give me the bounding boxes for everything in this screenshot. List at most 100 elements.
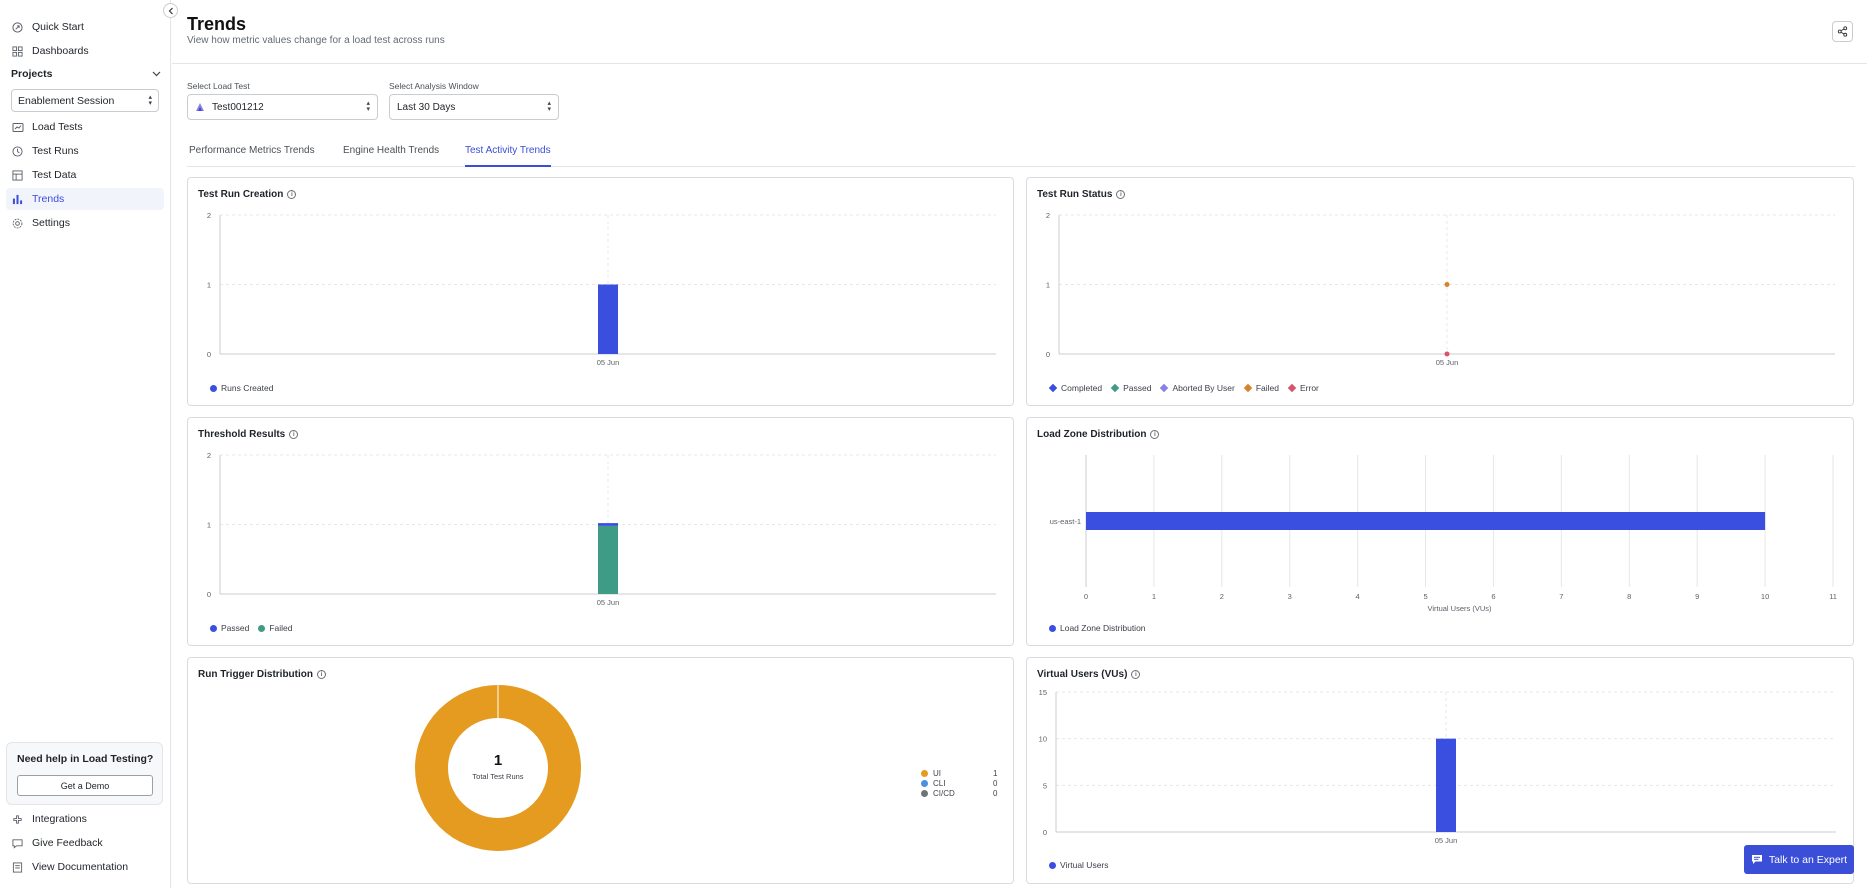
x-tick-label: 9 bbox=[1695, 592, 1699, 601]
rocket-icon bbox=[11, 21, 24, 34]
y-tick-label: 2 bbox=[207, 211, 211, 220]
y-tick-label: 2 bbox=[1046, 211, 1050, 220]
page-subtitle: View how metric values change for a load… bbox=[187, 35, 445, 46]
nav-label: View Documentation bbox=[32, 861, 129, 873]
analysis-window-value: Last 30 Days bbox=[397, 101, 456, 113]
nav-give-feedback[interactable]: Give Feedback bbox=[6, 832, 164, 854]
info-icon[interactable]: i bbox=[1131, 670, 1141, 679]
legend-marker bbox=[1110, 383, 1120, 393]
legend-marker bbox=[1049, 624, 1056, 632]
collapse-sidebar-button[interactable] bbox=[163, 3, 178, 18]
x-tick-label: 8 bbox=[1627, 592, 1631, 601]
info-icon[interactable]: i bbox=[1150, 430, 1160, 439]
x-tick-label: 05 Jun bbox=[597, 358, 620, 367]
load-test-value: Test001212 bbox=[212, 101, 264, 113]
legend-label: Load Zone Distribution bbox=[1060, 623, 1146, 633]
tab-engine-health[interactable]: Engine Health Trends bbox=[343, 145, 440, 156]
card-title: Test Run Creation i bbox=[198, 189, 297, 200]
legend-item-runs-created[interactable]: Runs Created bbox=[210, 383, 273, 393]
nav-label: Test Data bbox=[32, 169, 77, 181]
info-icon[interactable]: i bbox=[287, 190, 297, 199]
nav-quick-start[interactable]: Quick Start bbox=[6, 16, 164, 38]
nav-integrations[interactable]: Integrations bbox=[6, 808, 164, 830]
nav-test-runs[interactable]: Test Runs bbox=[6, 140, 164, 162]
legend-item-passed[interactable]: Passed bbox=[1110, 383, 1151, 393]
x-tick-label: 7 bbox=[1559, 592, 1563, 601]
share-button[interactable] bbox=[1832, 21, 1853, 42]
legend-item-aborted[interactable]: Aborted By User bbox=[1160, 383, 1235, 393]
page-title: Trends bbox=[187, 14, 247, 34]
header-divider bbox=[172, 63, 1867, 64]
y-tick-label: 2 bbox=[207, 451, 211, 460]
legend-item-ui[interactable]: UI 1 bbox=[921, 768, 1001, 778]
legend-item-failed[interactable]: Failed bbox=[258, 623, 293, 633]
talk-to-expert-label: Talk to an Expert bbox=[1768, 853, 1848, 866]
card-title: Virtual Users (VUs) i bbox=[1037, 669, 1141, 680]
virtual-users-card: Virtual Users (VUs) i 0 5 10 15 05 Jun Virtu… bbox=[1026, 657, 1854, 884]
tab-test-activity[interactable]: Test Activity Trends bbox=[465, 141, 551, 167]
legend-label: Runs Created bbox=[221, 383, 274, 393]
select-arrows-icon: ▴ ▾ bbox=[547, 100, 551, 113]
test-run-status-chart: 0 1 2 05 Jun bbox=[1046, 211, 1835, 367]
select-arrows-icon: ▴ ▾ bbox=[148, 93, 152, 107]
get-demo-button[interactable]: Get a Demo bbox=[17, 775, 153, 796]
y-tick-label: 5 bbox=[1043, 781, 1047, 790]
legend-item-virtual-users[interactable]: Virtual Users bbox=[1049, 860, 1109, 870]
nav-load-tests[interactable]: Load Tests bbox=[6, 116, 164, 138]
y-tick-label: 0 bbox=[1043, 828, 1047, 837]
talk-to-expert-button[interactable]: Talk to an Expert bbox=[1744, 845, 1854, 874]
legend-marker bbox=[1160, 383, 1169, 393]
x-tick-label: 05 Jun bbox=[597, 598, 620, 607]
x-tick-label: 05 Jun bbox=[1435, 836, 1458, 845]
nav-view-documentation[interactable]: View Documentation bbox=[6, 856, 164, 878]
chart-legend: Load Zone Distribution bbox=[1049, 623, 1155, 633]
point-failed bbox=[1444, 282, 1450, 287]
legend-item-error[interactable]: Error bbox=[1287, 383, 1319, 393]
card-title-text: Threshold Results bbox=[198, 429, 286, 440]
test-run-status-card: Test Run Status i 0 1 2 05 Jun Completed Pa… bbox=[1026, 177, 1854, 406]
test-run-creation-card: Test Run Creation i 0 1 2 05 Jun Runs Creat… bbox=[187, 177, 1014, 406]
legend-item-passed[interactable]: Passed bbox=[210, 623, 249, 633]
project-select[interactable]: Enablement Session ▴ ▾ bbox=[11, 89, 159, 112]
analysis-window-select[interactable]: Last 30 Days ▴ ▾ bbox=[389, 94, 559, 120]
info-icon[interactable]: i bbox=[317, 670, 326, 679]
info-icon[interactable]: i bbox=[1116, 190, 1126, 199]
nav-label: Quick Start bbox=[32, 21, 84, 33]
donut-center-value: 1 bbox=[493, 752, 503, 769]
y-tick-label: 1 bbox=[207, 281, 211, 290]
nav-settings[interactable]: Settings bbox=[6, 212, 164, 234]
x-tick-label: 5 bbox=[1423, 592, 1427, 601]
legend-marker bbox=[921, 789, 928, 797]
nav-dashboards[interactable]: Dashboards bbox=[6, 40, 164, 62]
x-tick-label: 2 bbox=[1220, 592, 1224, 601]
nav-test-data[interactable]: Test Data bbox=[6, 164, 164, 186]
legend-label: Error bbox=[1300, 383, 1319, 393]
legend-item-failed[interactable]: Failed bbox=[1243, 383, 1279, 393]
info-icon[interactable]: i bbox=[289, 430, 299, 439]
projects-section-toggle[interactable]: Projects bbox=[11, 66, 161, 82]
tab-performance-metrics[interactable]: Performance Metrics Trends bbox=[189, 145, 315, 156]
legend-value: 0 bbox=[993, 788, 998, 798]
integrations-icon bbox=[11, 813, 24, 826]
y-tick-label: us-east-1 bbox=[1050, 517, 1081, 526]
load-test-label: Select Load Test bbox=[187, 81, 250, 91]
x-axis-title: Virtual Users (VUs) bbox=[1427, 604, 1492, 613]
y-tick-label: 15 bbox=[1039, 688, 1047, 697]
trends-icon bbox=[11, 193, 24, 206]
legend-item-cli[interactable]: CLI 0 bbox=[921, 778, 1001, 788]
bar-virtual-users bbox=[1436, 738, 1456, 832]
bar-us-east-1 bbox=[1086, 512, 1766, 530]
run-trigger-distribution-card: Run Trigger Distribution i 1 Total Test … bbox=[187, 657, 1014, 884]
legend-item-cicd[interactable]: CI/CD 0 bbox=[921, 788, 1001, 798]
x-tick-label: 0 bbox=[1084, 592, 1088, 601]
legend-item-completed[interactable]: Completed bbox=[1048, 383, 1102, 393]
nav-trends[interactable]: Trends bbox=[6, 188, 164, 210]
legend-marker bbox=[1048, 383, 1058, 393]
load-test-select[interactable]: Test001212 ▴ ▾ bbox=[187, 94, 378, 120]
legend-item-load-zone[interactable]: Load Zone Distribution bbox=[1049, 623, 1146, 633]
card-title-text: Test Run Status bbox=[1037, 189, 1113, 200]
legend-value: 1 bbox=[993, 768, 998, 778]
y-tick-label: 1 bbox=[207, 521, 211, 530]
nav-label: Settings bbox=[32, 217, 70, 229]
legend-marker bbox=[1049, 861, 1056, 869]
